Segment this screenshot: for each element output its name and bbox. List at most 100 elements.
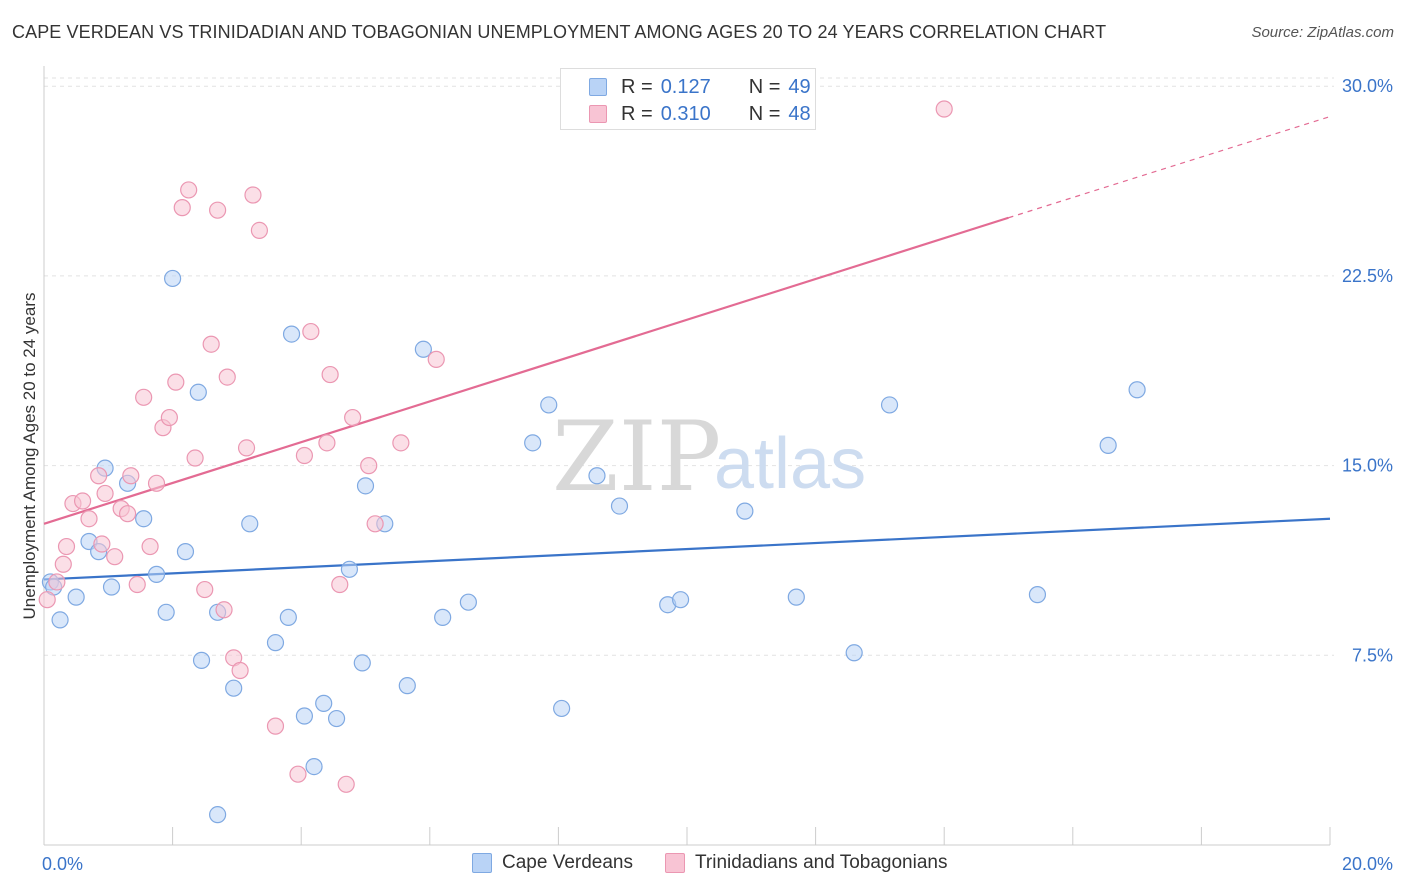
cape-verdean-point bbox=[295, 707, 314, 725]
cape-verdean-point bbox=[540, 396, 558, 414]
cape-verdean-point bbox=[135, 510, 153, 528]
cape-verdean-point bbox=[459, 593, 477, 611]
data-points bbox=[38, 100, 1146, 824]
trinidadian-point bbox=[244, 186, 262, 204]
trinidadian-point bbox=[93, 535, 111, 553]
cape-verdean-point bbox=[671, 591, 690, 609]
x-tick-label: 0.0% bbox=[42, 854, 83, 874]
cape-verdean-point bbox=[305, 757, 323, 776]
trinidadian-point bbox=[295, 446, 314, 465]
cape-verdean-point bbox=[67, 588, 85, 606]
trinidadian-point bbox=[167, 373, 185, 391]
blue-r-value: 0.127 bbox=[660, 75, 711, 98]
trinidadian-point bbox=[218, 368, 236, 386]
cape-verdean-point bbox=[356, 477, 375, 495]
cape-verdean-point bbox=[434, 608, 452, 626]
trinidadian-point bbox=[54, 555, 72, 573]
trinidadian-point bbox=[106, 548, 124, 566]
trinidadian-point bbox=[196, 580, 214, 599]
trinidadian-point bbox=[122, 467, 140, 485]
cape-verdean-point bbox=[1099, 436, 1117, 454]
trinidadian-point bbox=[392, 434, 410, 452]
legend-item-trinidadians: Trinidadians and Tobagonians bbox=[665, 852, 947, 874]
cape-verdean-point bbox=[164, 269, 182, 288]
trinidadian-point bbox=[141, 537, 159, 556]
chart-title: CAPE VERDEAN VS TRINIDADIAN AND TOBAGONI… bbox=[12, 22, 1107, 42]
trend-lines bbox=[43, 116, 1331, 581]
trinidadian-trend-line bbox=[43, 216, 1009, 525]
y-axis-label: Unemployment Among Ages 20 to 24 years bbox=[20, 292, 39, 620]
cape-verdean-point bbox=[1128, 381, 1146, 399]
cape-verdean-point bbox=[315, 694, 333, 712]
trinidadian-point bbox=[160, 408, 178, 427]
tick-labels: 7.5% 15.0% 22.5% 30.0% 0.0% 20.0% bbox=[42, 76, 1393, 874]
trinidadian-point bbox=[302, 322, 320, 341]
r-label: R = bbox=[621, 75, 653, 98]
cape-verdean-point bbox=[189, 383, 207, 401]
watermark: ZIP atlas bbox=[552, 401, 866, 513]
trinidadian-point bbox=[80, 510, 98, 528]
trinidadian-point bbox=[173, 199, 191, 217]
legend-item-cape-verdeans: Cape Verdeans bbox=[472, 852, 633, 874]
cape-verdean-point bbox=[845, 644, 863, 662]
cape-verdean-point bbox=[51, 611, 69, 629]
y-tick-label: 15.0% bbox=[1342, 456, 1393, 476]
trinidadian-point bbox=[266, 717, 285, 735]
trinidadian-point bbox=[331, 575, 349, 594]
series-legend: Cape Verdeans Trinidadians and Tobagonia… bbox=[472, 852, 979, 874]
blue-n-value: 49 bbox=[788, 75, 811, 98]
trinidadian-point bbox=[180, 181, 198, 199]
trinidadian-point bbox=[38, 591, 56, 609]
trinidadian-point bbox=[186, 449, 204, 467]
legend-row-pink: R = 0.310 N = 48 bbox=[589, 102, 811, 126]
pink-n-value: 48 bbox=[788, 102, 811, 125]
legend-label-cape-verdeans: Cape Verdeans bbox=[502, 852, 633, 873]
trinidadian-point bbox=[135, 388, 153, 406]
trinidadian-point bbox=[321, 365, 339, 384]
legend-label-trinidadians: Trinidadians and Tobagonians bbox=[695, 852, 948, 873]
trinidadian-point bbox=[147, 474, 166, 492]
cape-verdean-point bbox=[225, 679, 243, 697]
trinidadian-point bbox=[202, 335, 220, 353]
pink-swatch bbox=[589, 105, 607, 123]
trinidadian-point bbox=[318, 434, 336, 452]
trinidadian-point bbox=[250, 221, 269, 239]
cape-verdean-point bbox=[610, 497, 629, 515]
trinidadian-point bbox=[231, 661, 249, 680]
y-tick-label: 30.0% bbox=[1342, 76, 1393, 96]
cape-verdean-point bbox=[147, 565, 166, 583]
trinidadian-point bbox=[237, 439, 256, 457]
cape-verdean-point bbox=[524, 434, 542, 452]
trinidadian-trend-extension bbox=[1008, 116, 1331, 219]
trinidadian-point bbox=[289, 765, 307, 783]
blue-swatch bbox=[472, 853, 492, 873]
cape-verdean-point bbox=[102, 578, 121, 596]
cape-verdean-point bbox=[241, 515, 259, 533]
legend-row-blue: R = 0.127 N = 49 bbox=[589, 75, 811, 99]
cape-verdean-point bbox=[157, 603, 175, 621]
trinidadian-point bbox=[118, 505, 137, 523]
x-tick-label: 20.0% bbox=[1342, 854, 1393, 874]
cape-verdean-point bbox=[880, 396, 899, 414]
cape-verdean-point bbox=[414, 340, 432, 358]
blue-swatch bbox=[589, 78, 607, 96]
cape-verdean-point bbox=[279, 608, 297, 626]
trinidadian-point bbox=[215, 601, 233, 619]
cape-verdean-trend-line bbox=[43, 517, 1331, 581]
cape-verdean-point bbox=[588, 467, 606, 485]
watermark-zip: ZIP bbox=[552, 401, 721, 513]
cape-verdean-point bbox=[736, 502, 754, 520]
y-tick-label: 22.5% bbox=[1342, 266, 1393, 286]
trinidadian-point bbox=[57, 537, 76, 556]
cape-verdean-point bbox=[282, 325, 301, 343]
cape-verdean-point bbox=[176, 543, 195, 561]
source-label: Source: ZipAtlas.com bbox=[1251, 24, 1394, 41]
trinidadian-point bbox=[337, 775, 355, 793]
trinidadian-point bbox=[366, 515, 384, 533]
trinidadian-point bbox=[96, 484, 114, 503]
cape-verdean-point bbox=[1028, 586, 1047, 604]
y-tick-label: 7.5% bbox=[1352, 645, 1393, 665]
cape-verdean-point bbox=[398, 677, 416, 695]
watermark-atlas: atlas bbox=[714, 424, 866, 504]
